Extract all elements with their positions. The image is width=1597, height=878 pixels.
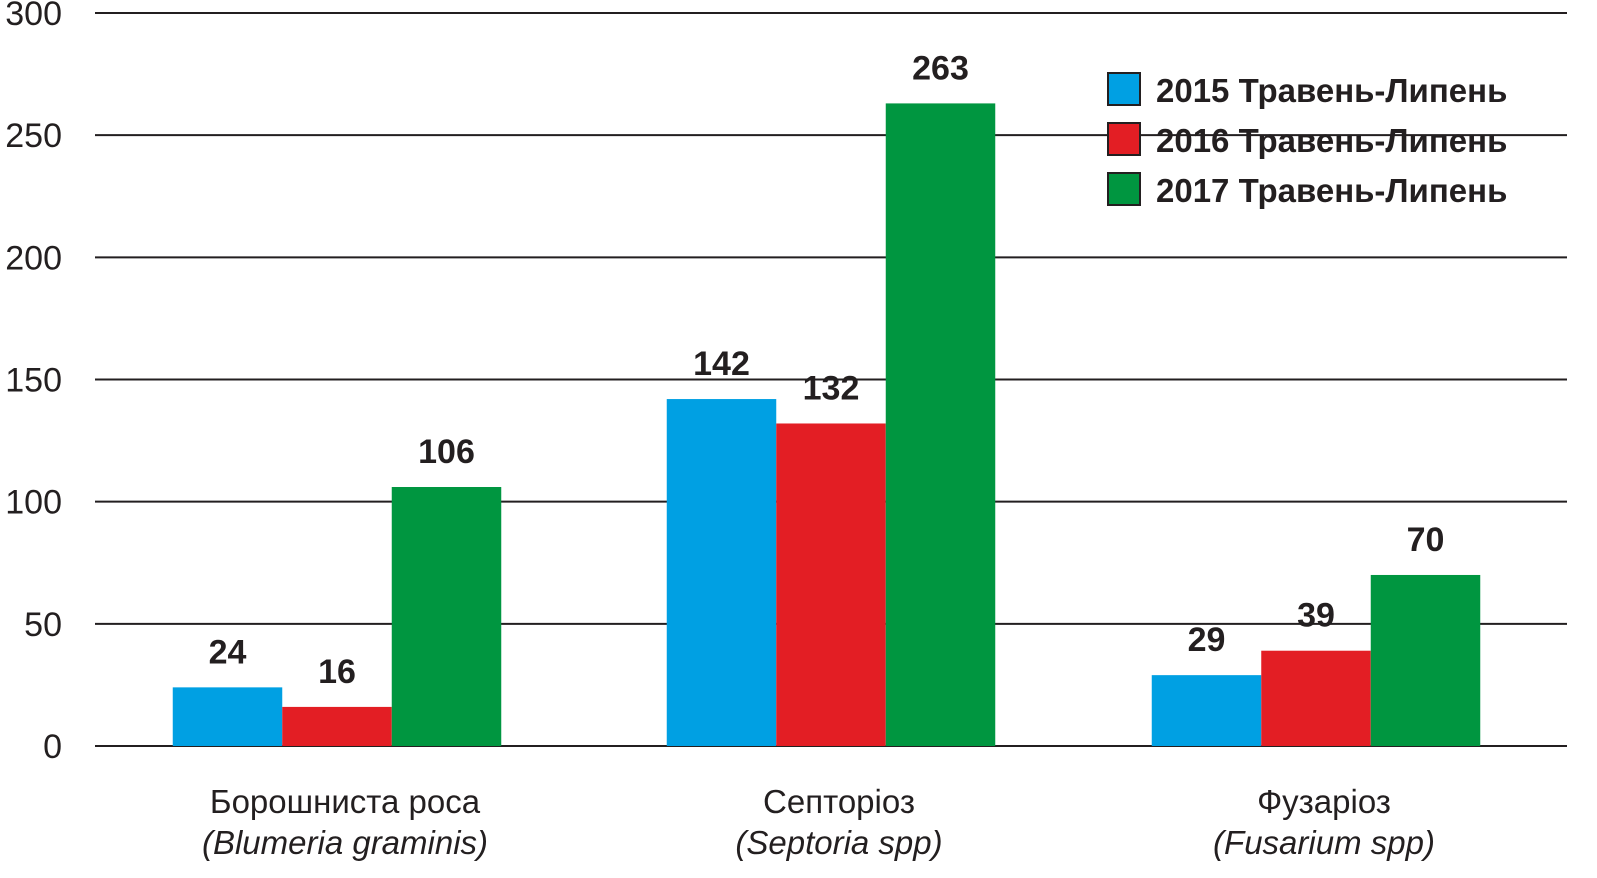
legend-label: 2017 Травень-Липень xyxy=(1156,172,1507,209)
bar xyxy=(776,423,886,746)
y-tick-label: 150 xyxy=(5,362,62,400)
bar xyxy=(1370,574,1481,746)
data-label: 39 xyxy=(1297,597,1335,635)
bar xyxy=(391,487,502,746)
legend-swatch xyxy=(1107,122,1141,156)
legend-label: 2015 Травень-Липень xyxy=(1156,72,1507,109)
bar xyxy=(666,399,777,746)
y-tick-label: 200 xyxy=(5,239,62,277)
y-tick-label: 0 xyxy=(43,728,62,766)
data-labels: 24 16 106 142 132 263 29 39 70 xyxy=(209,49,1445,691)
data-label: 263 xyxy=(912,49,969,87)
y-tick-label: 250 xyxy=(5,117,62,155)
category-label: Борошниста роса xyxy=(210,783,481,820)
data-label: 142 xyxy=(693,345,750,383)
category-sublabel: (Septoria spp) xyxy=(735,824,942,861)
data-label: 132 xyxy=(803,369,860,407)
bar xyxy=(885,103,996,747)
data-label: 106 xyxy=(418,433,475,471)
category-label: Септоріоз xyxy=(763,783,915,820)
x-axis: Борошниста роса (Blumeria graminis) Септор… xyxy=(202,783,1435,861)
bar xyxy=(1151,675,1262,746)
category-label: Фузаріоз xyxy=(1257,783,1391,820)
y-tick-label: 50 xyxy=(24,606,62,644)
data-label: 16 xyxy=(318,653,356,691)
category-sublabel: (Fusarium spp) xyxy=(1213,824,1435,861)
data-label: 29 xyxy=(1188,621,1226,659)
data-label: 70 xyxy=(1407,521,1445,559)
data-label: 24 xyxy=(209,633,247,671)
y-axis: 0 50 100 150 200 250 300 xyxy=(5,0,62,766)
bars xyxy=(172,103,1481,747)
bar xyxy=(282,706,392,746)
bar xyxy=(1261,650,1371,746)
legend-label: 2016 Травень-Липень xyxy=(1156,122,1507,159)
bar xyxy=(172,687,283,746)
legend-swatch xyxy=(1107,72,1141,106)
legend: 2015 Травень-Липень 2016 Травень-Липень 20… xyxy=(1107,72,1507,209)
y-tick-label: 300 xyxy=(5,0,62,33)
legend-swatch xyxy=(1107,172,1141,206)
y-tick-label: 100 xyxy=(5,484,62,522)
category-sublabel: (Blumeria graminis) xyxy=(202,824,488,861)
